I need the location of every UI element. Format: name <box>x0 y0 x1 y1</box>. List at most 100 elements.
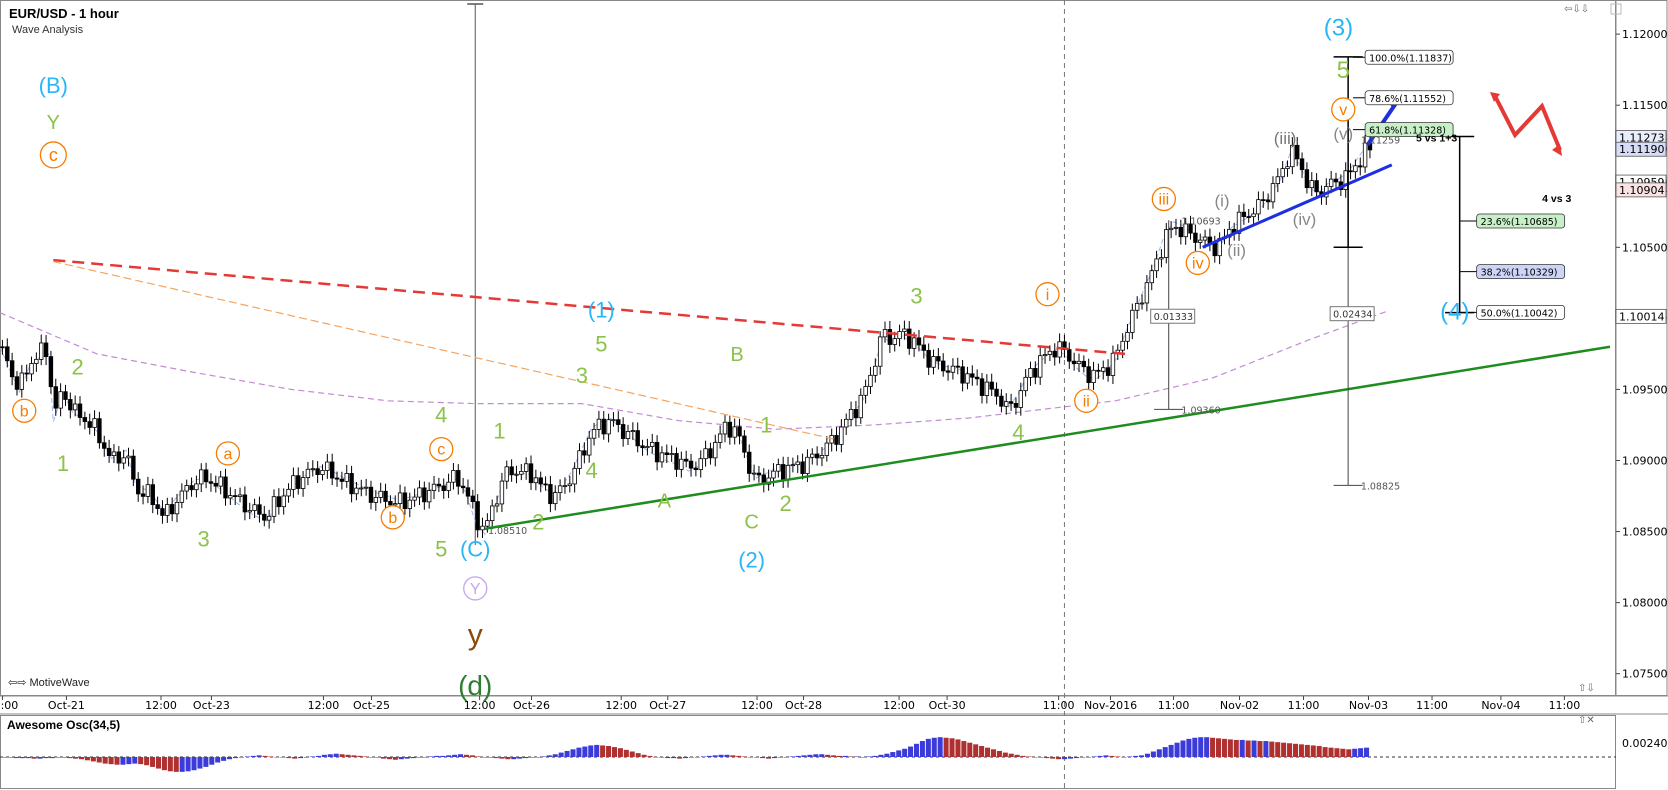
candle-body <box>494 503 500 507</box>
osc-bar <box>1316 746 1322 757</box>
osc-bar <box>25 757 31 759</box>
candle-body <box>970 373 975 378</box>
candle-body <box>34 358 39 364</box>
osc-bar <box>534 757 541 758</box>
osc-bar <box>718 754 724 757</box>
osc-bar <box>161 757 167 771</box>
osc-bar <box>878 754 884 757</box>
candle-body <box>490 505 495 522</box>
candle-body <box>1018 390 1023 408</box>
price-badge-label: 1.10904 <box>1619 184 1665 197</box>
osc-controls-icon[interactable]: ⇧✕ <box>1578 715 1595 726</box>
osc-bar <box>292 757 298 759</box>
candle-body <box>582 450 587 456</box>
time-tick-label: 12:00 <box>883 699 915 712</box>
candle-body <box>446 481 451 491</box>
osc-bar <box>191 757 197 771</box>
candle-body <box>999 395 1004 407</box>
candle-body <box>305 468 311 478</box>
price-tick-label: 1.12000 <box>1622 28 1668 41</box>
zoom-controls-icon[interactable]: ⇧⇩ <box>1578 683 1595 694</box>
osc-bar <box>1204 737 1210 757</box>
osc-bar <box>807 754 813 757</box>
candle-body <box>756 472 762 476</box>
osc-axis-label: 0.00240 <box>1622 737 1668 750</box>
candle-body <box>1125 331 1130 342</box>
osc-bar <box>985 747 991 757</box>
osc-bar <box>1364 747 1370 757</box>
osc-bar <box>724 754 730 757</box>
osc-bar <box>1032 757 1038 758</box>
osc-bar <box>452 754 458 757</box>
osc-bar <box>736 755 742 757</box>
window-controls-icon[interactable]: ⇦⇩⇩ <box>1564 4 1590 15</box>
osc-bar <box>410 757 416 759</box>
candle-body <box>271 496 277 517</box>
time-tick-label: Oct-27 <box>649 699 686 712</box>
osc-bar <box>1115 756 1121 757</box>
candle-body <box>989 381 994 390</box>
candle-body <box>548 484 553 505</box>
candle-body <box>747 451 752 474</box>
candle-body <box>1328 178 1334 187</box>
wave-label: Y <box>47 112 60 134</box>
candle-body <box>252 504 257 511</box>
osc-bar <box>351 755 357 757</box>
candle-body <box>349 473 354 495</box>
candle-body <box>945 370 951 373</box>
osc-bar <box>280 757 286 758</box>
osc-bar <box>1133 755 1139 757</box>
osc-bar <box>1097 755 1103 757</box>
candle-body <box>1149 270 1154 284</box>
candle-body <box>834 435 839 445</box>
osc-bar <box>706 755 712 757</box>
osc-bar <box>564 750 570 757</box>
candle-body <box>291 475 296 490</box>
candle-body <box>441 485 446 491</box>
candle-body <box>606 419 611 435</box>
time-tick-label: Nov-04 <box>1481 699 1520 712</box>
candle-body <box>1008 401 1014 404</box>
osc-bar <box>1251 740 1257 757</box>
candle-body <box>1091 369 1096 384</box>
candle-body <box>1164 229 1169 258</box>
osc-bar <box>440 755 446 757</box>
candle-body <box>276 496 282 508</box>
candle-body <box>460 485 466 489</box>
osc-bar <box>913 743 920 757</box>
time-tick-label: Oct-26 <box>513 699 550 712</box>
corner-box <box>1610 3 1622 15</box>
osc-bar <box>55 757 61 758</box>
osc-bar <box>84 757 90 761</box>
candle-body <box>936 356 941 362</box>
candle-body <box>504 466 509 482</box>
osc-bar <box>262 755 268 757</box>
candle-body <box>388 501 393 506</box>
candle-body <box>732 426 737 438</box>
price-tick-label: 1.08000 <box>1622 597 1668 610</box>
osc-bar <box>1346 749 1352 757</box>
candle-body <box>92 418 97 428</box>
osc-bar <box>789 756 795 757</box>
osc-bar <box>1192 737 1198 757</box>
osc-bar <box>428 756 434 757</box>
osc-bar <box>890 752 896 757</box>
candle-body <box>77 403 83 418</box>
candle-body <box>339 478 345 482</box>
candle-body <box>722 421 728 435</box>
candle-body <box>1110 352 1116 376</box>
price-tick-label: 1.10500 <box>1622 241 1668 254</box>
osc-bar <box>357 755 363 757</box>
candle-body <box>1295 144 1300 160</box>
wave-label: 1 <box>57 451 69 476</box>
wave-label-circle <box>463 576 488 601</box>
candle-body <box>640 445 645 449</box>
osc-bar <box>481 757 487 758</box>
candle-body <box>48 356 54 388</box>
candle-body <box>727 421 733 438</box>
osc-bar <box>967 742 973 757</box>
osc-bar <box>819 754 825 757</box>
wave-label-circle <box>1151 186 1177 212</box>
